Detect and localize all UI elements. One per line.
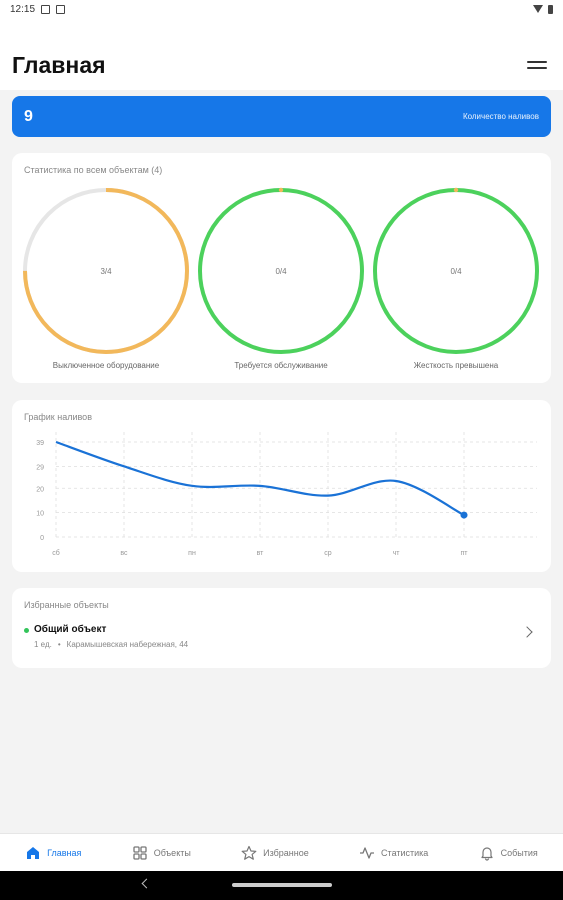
data-point-last bbox=[460, 511, 468, 519]
x-tick-label: сб bbox=[52, 549, 60, 557]
favorites-title: Избранные объекты bbox=[24, 600, 109, 610]
status-dot bbox=[24, 628, 29, 633]
pour-count-label: Количество наливов bbox=[462, 112, 539, 121]
favorite-object-item[interactable]: Общий объект 1 ед. • Карамышевская набер… bbox=[24, 622, 539, 656]
pour-chart-card: График наливов 0 10 20 29 39 сб вс пн вт ср чт пт bbox=[12, 400, 551, 572]
nav-item-home[interactable]: Главная bbox=[25, 845, 81, 861]
ring-hardness-exceeded[interactable]: 0/4 bbox=[371, 186, 541, 356]
nav-label: События bbox=[500, 847, 538, 858]
status-bar: 12:15 bbox=[0, 0, 563, 18]
pour-count-banner: 9 Количество наливов bbox=[12, 96, 551, 137]
app-header: Главная bbox=[0, 18, 563, 90]
home-gesture-bar[interactable] bbox=[232, 883, 332, 887]
back-icon[interactable] bbox=[141, 878, 152, 889]
ring-equipment-off[interactable]: 3/4 bbox=[21, 186, 191, 356]
mail-notification-icon bbox=[56, 4, 66, 14]
object-meta: 1 ед. • Карамышевская набережная, 44 bbox=[34, 640, 188, 649]
system-nav-bar bbox=[0, 871, 563, 900]
nav-item-statistics[interactable]: Статистика bbox=[359, 845, 428, 861]
favorites-card: Избранные объекты Общий объект 1 ед. • К… bbox=[12, 588, 551, 668]
home-icon bbox=[27, 846, 40, 859]
y-tick-label: 10 bbox=[36, 511, 44, 518]
ring-label: Выключенное оборудование bbox=[52, 361, 160, 370]
ring-chart bbox=[23, 188, 189, 354]
chart-title: График наливов bbox=[24, 412, 92, 422]
nav-label: Объекты bbox=[153, 847, 191, 858]
nav-item-events[interactable]: События bbox=[479, 845, 538, 861]
object-address: Карамышевская набережная, 44 bbox=[66, 640, 189, 649]
ring-chart bbox=[373, 187, 539, 354]
nav-label: Статистика bbox=[381, 847, 429, 858]
ring-service-required[interactable]: 0/4 bbox=[196, 186, 366, 356]
menu-icon[interactable] bbox=[527, 61, 547, 71]
stats-card: Статистика по всем объектам (4) 3/4 Выкл… bbox=[12, 153, 551, 383]
y-tick-label: 20 bbox=[36, 486, 44, 493]
ring-value: 0/4 bbox=[275, 266, 287, 276]
x-tick-label: ср bbox=[324, 550, 332, 557]
object-name: Общий объект bbox=[34, 624, 107, 635]
grid-icon bbox=[133, 845, 147, 860]
y-tick-label: 0 bbox=[40, 535, 44, 542]
x-tick-label: пн bbox=[188, 550, 196, 557]
nav-item-favorites[interactable]: Избранное bbox=[241, 845, 309, 861]
object-count: 1 ед. bbox=[34, 640, 52, 649]
gallery-notification-icon bbox=[41, 4, 51, 14]
nav-item-objects[interactable]: Объекты bbox=[132, 845, 191, 861]
star-icon bbox=[241, 845, 257, 860]
nav-label: Главная bbox=[47, 847, 82, 858]
bottom-nav: Главная Объекты Избранное Статистика Соб… bbox=[0, 833, 563, 871]
ring-chart bbox=[198, 187, 364, 354]
status-time: 12:15 bbox=[10, 3, 36, 15]
ring-value: 3/4 bbox=[100, 266, 112, 276]
nav-label: Избранное bbox=[263, 847, 309, 858]
x-tick-label: пт bbox=[461, 550, 469, 557]
pour-count-value: 9 bbox=[24, 107, 33, 125]
x-tick-label: чт bbox=[393, 550, 401, 557]
ring-label: Требуется обслуживание bbox=[234, 361, 328, 370]
y-tick-label: 29 bbox=[36, 464, 44, 471]
page-title: Главная bbox=[12, 52, 106, 78]
chevron-right-icon bbox=[521, 626, 533, 638]
series-line bbox=[55, 440, 465, 517]
bell-icon bbox=[481, 846, 493, 861]
ring-label: Жесткость превышена bbox=[413, 361, 499, 370]
x-tick-label: вт bbox=[257, 550, 265, 557]
separator-dot: • bbox=[57, 640, 61, 649]
wifi-icon bbox=[533, 5, 543, 13]
ring-value: 0/4 bbox=[450, 266, 462, 276]
x-tick-label: вс bbox=[120, 550, 128, 557]
pour-line-chart: 0 10 20 29 39 сб вс пн вт ср чт пт bbox=[36, 432, 537, 557]
y-tick-label: 39 bbox=[36, 440, 44, 447]
activity-icon bbox=[360, 846, 375, 859]
battery-icon bbox=[548, 4, 553, 14]
stats-title: Статистика по всем объектам (4) bbox=[24, 165, 163, 175]
